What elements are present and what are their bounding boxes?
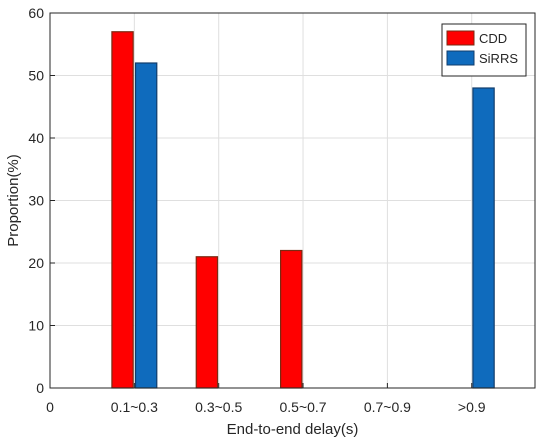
y-axis-label: Proportion(%): [5, 154, 22, 247]
x-tick-label: 0.1~0.3: [111, 399, 158, 415]
legend-label-sirrs: SiRRS: [479, 51, 518, 66]
bars: [111, 31, 495, 389]
x-tick-label: 0.5~0.7: [279, 399, 326, 415]
x-tick-label: 0.3~0.5: [195, 399, 242, 415]
x-tick-label: >0.9: [458, 399, 486, 415]
y-tick-label: 0: [36, 380, 44, 396]
x-axis-label: End-to-end delay(s): [227, 421, 359, 438]
y-tick-label: 50: [28, 68, 44, 84]
x-tick-label: 0: [46, 399, 54, 415]
y-tick-label: 60: [28, 5, 44, 21]
x-tick-label: 0.7~0.9: [364, 399, 411, 415]
bar-sirrs-1: [134, 62, 158, 389]
legend-swatch-cdd: [446, 30, 475, 46]
bar-cdd-2: [195, 256, 219, 389]
y-tick-label: 40: [28, 130, 44, 146]
y-tick-label: 20: [28, 255, 44, 271]
y-tick-label: 30: [28, 193, 44, 209]
bar-cdd-1: [111, 31, 134, 389]
legend-swatch-sirrs: [446, 50, 475, 66]
bar-cdd-3: [280, 249, 303, 389]
y-tick-label: 10: [28, 318, 44, 334]
legend-label-cdd: CDD: [479, 31, 507, 46]
bar-sirrs-5: [472, 87, 495, 389]
tick-labels: 0 10 20 30 40 50 60 0 0.1~0.3 0.3~0.5 0.5~0.7 0.7~0…: [28, 5, 485, 415]
legend: CDD SiRRS: [441, 23, 527, 77]
